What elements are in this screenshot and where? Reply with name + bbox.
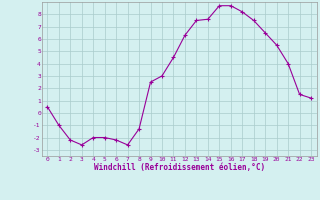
X-axis label: Windchill (Refroidissement éolien,°C): Windchill (Refroidissement éolien,°C) [94,163,265,172]
